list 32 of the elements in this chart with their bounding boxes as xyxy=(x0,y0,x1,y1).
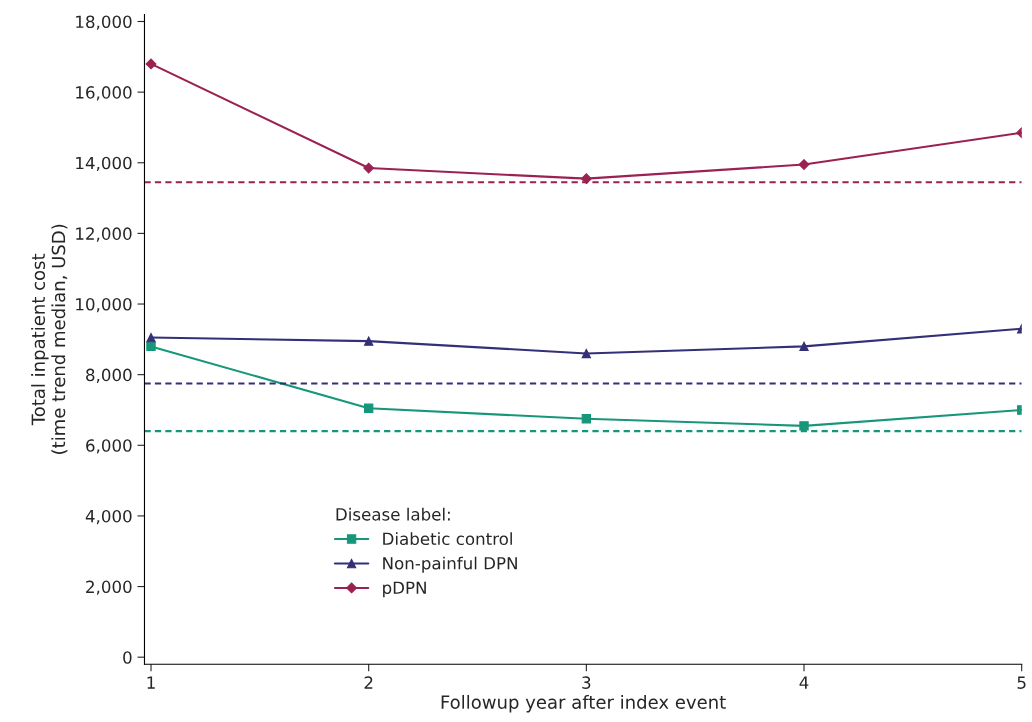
point xyxy=(581,414,592,424)
x-tick-label: 3 xyxy=(582,676,591,689)
y-tick-label: 4,000 xyxy=(85,509,132,525)
point xyxy=(146,332,156,343)
y-tick-label: 8,000 xyxy=(86,368,132,383)
y-tick-label: 6,000 xyxy=(86,439,132,454)
y-tick-label: 16,000 xyxy=(76,86,132,101)
legend-label: Non-painful DPN xyxy=(383,556,517,573)
point xyxy=(799,421,809,431)
legend-label: Diabetic control xyxy=(383,532,512,546)
x-tick-label: 4 xyxy=(799,676,809,689)
point xyxy=(146,341,156,352)
x-tick-label: 2 xyxy=(364,676,373,689)
y-axis-title: Total inpatient cost (time trend median, USD) xyxy=(31,224,68,454)
point xyxy=(363,162,375,174)
y-tick-label: 18,000 xyxy=(76,15,132,30)
point xyxy=(581,348,592,359)
y-tick-label: 0 xyxy=(123,651,132,664)
legend-title: Disease label: xyxy=(336,507,450,521)
legend-label: pDPN xyxy=(383,581,426,598)
point xyxy=(799,341,809,352)
x-tick-label: 5 xyxy=(1017,676,1026,689)
x-axis-title: Followup year after index event xyxy=(441,694,726,713)
point xyxy=(798,159,810,170)
y-tick-label: 2,000 xyxy=(86,580,132,595)
point xyxy=(145,58,157,70)
point xyxy=(363,403,374,413)
x-tick-label: 1 xyxy=(147,676,155,689)
point xyxy=(363,336,374,346)
y-tick-label: 10,000 xyxy=(76,297,132,313)
y-tick-label: 12,000 xyxy=(76,227,132,242)
y-tick-label: 14,000 xyxy=(76,156,132,172)
